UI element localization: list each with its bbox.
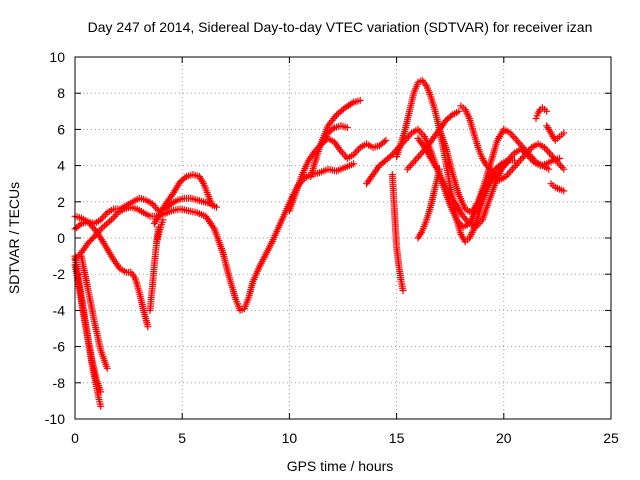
data-marker <box>457 102 495 173</box>
series-trace-14 <box>388 171 407 294</box>
x-tick-label: 25 <box>603 430 619 446</box>
y-tick-label: -6 <box>53 339 66 355</box>
x-tick-label: 10 <box>282 430 298 446</box>
y-tick-label: 2 <box>57 194 65 210</box>
y-tick-label: -8 <box>53 375 66 391</box>
data-marker <box>414 165 443 242</box>
x-tick-label: 20 <box>496 430 512 446</box>
series-trace-7 <box>150 171 216 227</box>
series-trace-20 <box>414 165 443 242</box>
data-marker <box>547 180 568 195</box>
series-trace-19 <box>403 107 463 173</box>
series-trace-18 <box>457 102 495 173</box>
data-marker <box>532 104 551 122</box>
series-trace-11 <box>307 96 364 180</box>
chart-title: Day 247 of 2014, Sidereal Day-to-day VTE… <box>88 19 593 35</box>
data-marker <box>388 171 407 294</box>
y-tick-label: -2 <box>53 266 66 282</box>
data-marker <box>77 252 111 372</box>
plot-frame <box>74 56 612 420</box>
data-marker <box>543 122 568 144</box>
series-trace-9 <box>153 216 167 247</box>
y-tick-label: 10 <box>49 49 65 65</box>
y-tick-label: 4 <box>57 158 65 174</box>
x-tick-label: 0 <box>71 430 79 446</box>
data-points <box>71 77 568 410</box>
data-marker <box>307 96 364 180</box>
axis-ticks: 0 5 10 15 20 25 -10 -8 -6 -4 -2 0 2 4 6 8 10 <box>45 49 619 446</box>
data-marker <box>153 216 167 247</box>
series-trace-23 <box>543 122 568 144</box>
series-trace-22 <box>532 104 551 122</box>
series-trace-1 <box>71 160 358 314</box>
x-tick-label: 15 <box>389 430 405 446</box>
x-tick-label: 5 <box>178 430 186 446</box>
data-marker <box>318 122 351 148</box>
series-trace-12 <box>318 122 351 148</box>
y-tick-label: 0 <box>57 230 65 246</box>
x-axis-label: GPS time / hours <box>287 458 394 474</box>
y-tick-label: 6 <box>57 121 65 137</box>
series-trace-4 <box>77 252 111 372</box>
data-marker <box>150 171 216 227</box>
data-marker <box>71 160 358 314</box>
y-tick-label: 8 <box>57 85 65 101</box>
y-tick-label: -10 <box>45 411 65 427</box>
y-tick-label: -4 <box>53 302 66 318</box>
data-marker <box>403 107 463 173</box>
y-axis-label: SDTVAR / TECUs <box>6 182 22 294</box>
series-trace-24 <box>547 180 568 195</box>
series-trace-21 <box>489 140 568 184</box>
data-marker <box>489 140 568 184</box>
